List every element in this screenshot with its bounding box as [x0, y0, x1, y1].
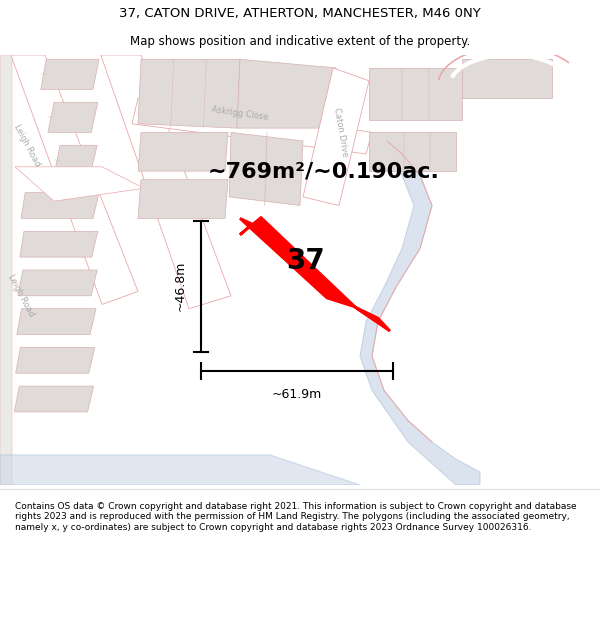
Polygon shape	[16, 348, 95, 373]
Polygon shape	[20, 231, 98, 257]
Polygon shape	[303, 68, 369, 206]
Text: ~46.8m: ~46.8m	[173, 261, 187, 311]
Text: Caton Drive: Caton Drive	[332, 107, 350, 158]
Polygon shape	[138, 59, 240, 128]
Polygon shape	[360, 141, 480, 485]
Polygon shape	[369, 132, 456, 171]
Polygon shape	[41, 59, 99, 89]
Polygon shape	[0, 55, 12, 485]
Text: Map shows position and indicative extent of the property.: Map shows position and indicative extent…	[130, 35, 470, 48]
Polygon shape	[17, 309, 96, 334]
Text: Leigh Road: Leigh Road	[12, 122, 42, 168]
Polygon shape	[229, 132, 303, 206]
Polygon shape	[54, 145, 97, 176]
Polygon shape	[138, 180, 228, 218]
Polygon shape	[11, 55, 138, 304]
Polygon shape	[21, 192, 99, 218]
Text: 37, CATON DRIVE, ATHERTON, MANCHESTER, M46 0NY: 37, CATON DRIVE, ATHERTON, MANCHESTER, M…	[119, 8, 481, 20]
Polygon shape	[132, 98, 372, 154]
Text: ~61.9m: ~61.9m	[272, 388, 322, 401]
Text: Contains OS data © Crown copyright and database right 2021. This information is : Contains OS data © Crown copyright and d…	[15, 502, 577, 532]
Polygon shape	[0, 455, 360, 485]
Polygon shape	[237, 59, 336, 128]
Polygon shape	[18, 270, 97, 296]
Polygon shape	[462, 59, 552, 98]
Text: ~769m²/~0.190ac.: ~769m²/~0.190ac.	[208, 161, 440, 181]
Polygon shape	[240, 217, 390, 331]
Polygon shape	[48, 102, 98, 132]
Polygon shape	[15, 167, 144, 201]
Polygon shape	[14, 386, 94, 412]
Text: Leigh Road: Leigh Road	[6, 273, 36, 319]
Polygon shape	[369, 68, 462, 119]
Text: Askrigg Close: Askrigg Close	[211, 104, 269, 121]
Polygon shape	[101, 55, 231, 309]
Polygon shape	[138, 132, 228, 171]
Text: 37: 37	[287, 248, 325, 276]
